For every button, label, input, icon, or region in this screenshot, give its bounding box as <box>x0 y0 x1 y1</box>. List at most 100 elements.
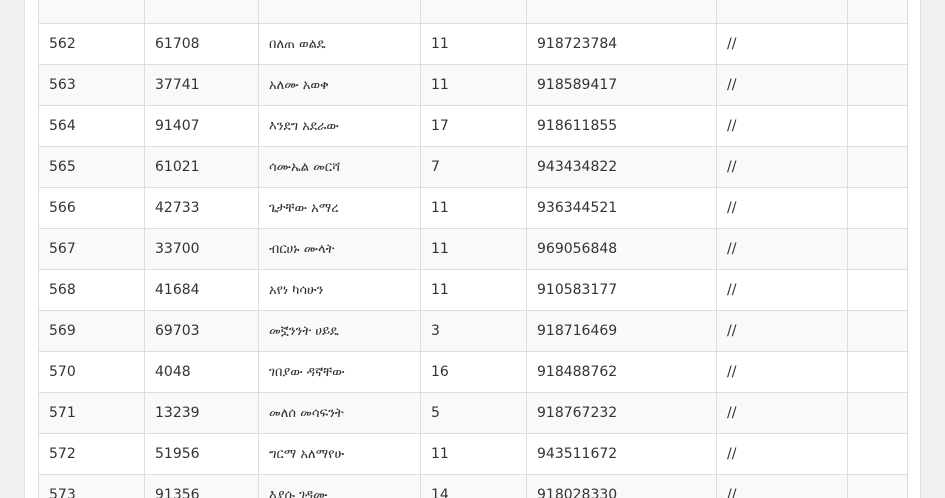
table-row <box>38 0 908 24</box>
cell-count: 11 <box>420 433 527 475</box>
cell-name: በለጠ ወልዴ <box>258 23 421 65</box>
cell-phone: 943511672 <box>526 433 717 475</box>
cell-number: 563 <box>38 64 145 106</box>
cell-extra <box>847 64 908 106</box>
cell-count: 14 <box>420 474 527 498</box>
cell-number: 568 <box>38 269 145 311</box>
cell-mark: // <box>716 310 848 352</box>
cell-mark: // <box>716 392 848 434</box>
table-row: 572 51956 ግርማ አለማየሁ 11 943511672 // <box>38 433 908 475</box>
cell-extra <box>847 146 908 188</box>
cell-count: 16 <box>420 351 527 393</box>
table-row: 569 69703 መኟንንት ሀይዴ 3 918716469 // <box>38 310 908 352</box>
cell-code: 91356 <box>144 474 259 498</box>
cell-mark <box>716 0 848 24</box>
cell-count: 3 <box>420 310 527 352</box>
table-row: 567 33700 ብርሀኑ ሙላት 11 969056848 // <box>38 228 908 270</box>
cell-mark: // <box>716 269 848 311</box>
cell-count: 11 <box>420 64 527 106</box>
cell-code: 4048 <box>144 351 259 393</box>
cell-number: 565 <box>38 146 145 188</box>
cell-phone: 918488762 <box>526 351 717 393</box>
cell-code: 91407 <box>144 105 259 147</box>
cell-phone: 918028330 <box>526 474 717 498</box>
cell-code: 33700 <box>144 228 259 270</box>
cell-name <box>258 0 421 24</box>
cell-number: 570 <box>38 351 145 393</box>
cell-code: 69703 <box>144 310 259 352</box>
content-panel: 562 61708 በለጠ ወልዴ 11 918723784 // 563 37… <box>24 0 921 498</box>
cell-extra <box>847 310 908 352</box>
cell-phone: 918723784 <box>526 23 717 65</box>
cell-code: 42733 <box>144 187 259 229</box>
table-row: 568 41684 አየነ ካሳሁን 11 910583177 // <box>38 269 908 311</box>
cell-mark: // <box>716 474 848 498</box>
cell-extra <box>847 351 908 393</box>
cell-number <box>38 0 145 24</box>
cell-extra <box>847 433 908 475</box>
cell-phone: 918767232 <box>526 392 717 434</box>
cell-name: አለሙ አወቀ <box>258 64 421 106</box>
cell-mark: // <box>716 23 848 65</box>
cell-extra <box>847 228 908 270</box>
cell-count: 11 <box>420 228 527 270</box>
cell-count: 11 <box>420 23 527 65</box>
cell-phone <box>526 0 717 24</box>
cell-number: 571 <box>38 392 145 434</box>
cell-name: መለሰ መሳፍንት <box>258 392 421 434</box>
cell-number: 562 <box>38 23 145 65</box>
cell-phone: 918589417 <box>526 64 717 106</box>
cell-number: 566 <box>38 187 145 229</box>
cell-name: እያሱ ገዳሙ <box>258 474 421 498</box>
cell-name: መኟንንት ሀይዴ <box>258 310 421 352</box>
table-row: 573 91356 እያሱ ገዳሙ 14 918028330 // <box>38 474 908 498</box>
cell-phone: 918716469 <box>526 310 717 352</box>
table-row: 570 4048 ገበያው ዳኛቸው 16 918488762 // <box>38 351 908 393</box>
cell-mark: // <box>716 187 848 229</box>
table-row: 564 91407 እንደግ አደራው 17 918611855 // <box>38 105 908 147</box>
cell-code: 37741 <box>144 64 259 106</box>
cell-count: 7 <box>420 146 527 188</box>
cell-extra <box>847 0 908 24</box>
cell-name: ገበያው ዳኛቸው <box>258 351 421 393</box>
cell-phone: 969056848 <box>526 228 717 270</box>
cell-count <box>420 0 527 24</box>
table-row: 571 13239 መለሰ መሳፍንት 5 918767232 // <box>38 392 908 434</box>
cell-count: 11 <box>420 187 527 229</box>
cell-mark: // <box>716 64 848 106</box>
cell-name: አየነ ካሳሁን <box>258 269 421 311</box>
table-row: 562 61708 በለጠ ወልዴ 11 918723784 // <box>38 23 908 65</box>
table-body: 562 61708 በለጠ ወልዴ 11 918723784 // 563 37… <box>38 0 908 498</box>
cell-code <box>144 0 259 24</box>
cell-name: ጌታቸው አማረ <box>258 187 421 229</box>
cell-mark: // <box>716 351 848 393</box>
cell-name: እንደግ አደራው <box>258 105 421 147</box>
records-table: 562 61708 በለጠ ወልዴ 11 918723784 // 563 37… <box>38 0 908 498</box>
cell-code: 61021 <box>144 146 259 188</box>
cell-phone: 918611855 <box>526 105 717 147</box>
cell-code: 51956 <box>144 433 259 475</box>
cell-number: 569 <box>38 310 145 352</box>
cell-count: 11 <box>420 269 527 311</box>
cell-count: 5 <box>420 392 527 434</box>
cell-phone: 910583177 <box>526 269 717 311</box>
cell-extra <box>847 187 908 229</box>
cell-count: 17 <box>420 105 527 147</box>
cell-mark: // <box>716 228 848 270</box>
cell-mark: // <box>716 105 848 147</box>
cell-number: 564 <box>38 105 145 147</box>
cell-mark: // <box>716 433 848 475</box>
cell-code: 13239 <box>144 392 259 434</box>
table-row: 563 37741 አለሙ አወቀ 11 918589417 // <box>38 64 908 106</box>
cell-phone: 943434822 <box>526 146 717 188</box>
table-row: 566 42733 ጌታቸው አማረ 11 936344521 // <box>38 187 908 229</box>
table-row: 565 61021 ሳሙኤል መርሻ 7 943434822 // <box>38 146 908 188</box>
cell-code: 61708 <box>144 23 259 65</box>
cell-extra <box>847 474 908 498</box>
cell-number: 572 <box>38 433 145 475</box>
cell-extra <box>847 392 908 434</box>
cell-name: ሳሙኤል መርሻ <box>258 146 421 188</box>
cell-extra <box>847 269 908 311</box>
cell-code: 41684 <box>144 269 259 311</box>
cell-number: 573 <box>38 474 145 498</box>
